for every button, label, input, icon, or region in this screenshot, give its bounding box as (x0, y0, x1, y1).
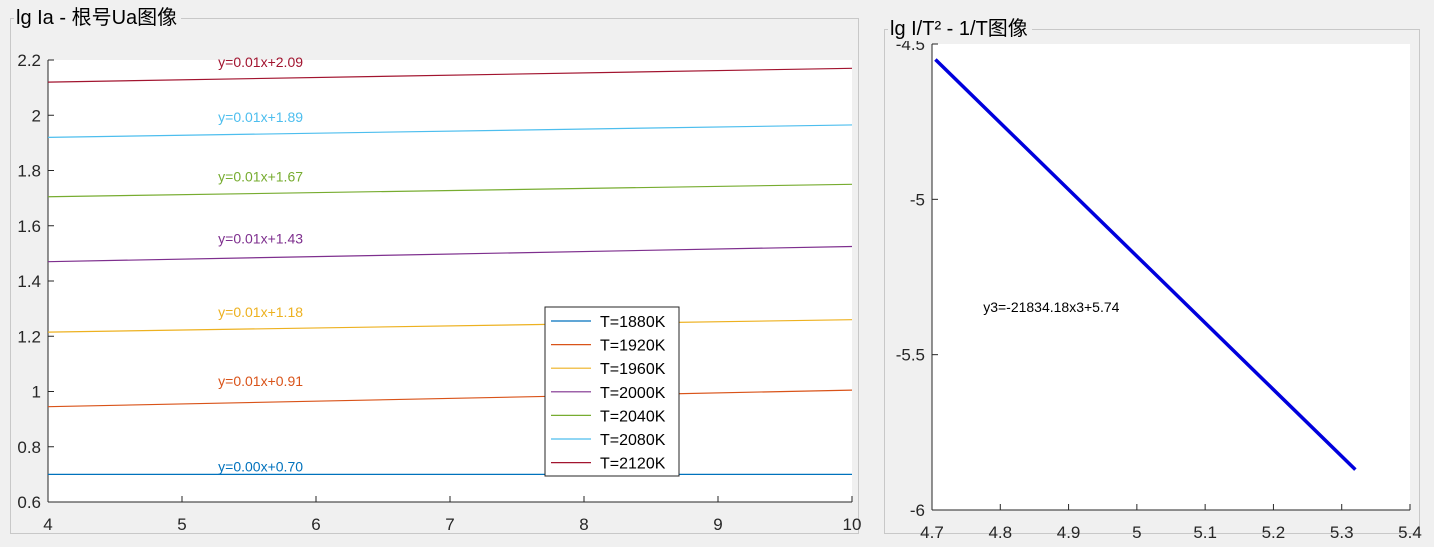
legend-entry: T=1920K (600, 338, 666, 355)
left-panel (10, 18, 859, 534)
x-tick-label: 7 (445, 515, 454, 534)
x-tick-label: 5.1 (1193, 523, 1217, 542)
x-tick-label: 9 (713, 515, 722, 534)
series-line (47, 124, 853, 138)
legend-entry: T=2120K (600, 456, 666, 473)
y-tick-label: 2 (32, 106, 41, 125)
fit-line (934, 58, 1357, 471)
legend-entry: T=1960K (600, 361, 666, 378)
plot-area (932, 44, 1410, 510)
x-tick-label: 6 (311, 515, 320, 534)
y-tick-label: 1.6 (17, 217, 41, 236)
y-tick-label: -5 (910, 190, 925, 209)
x-tick-label: 8 (579, 515, 588, 534)
y-tick-label: 0.8 (17, 438, 41, 457)
x-tick-label: 4 (43, 515, 52, 534)
legend-entry: T=2040K (600, 408, 666, 425)
right-panel (884, 29, 1420, 534)
equation-label: y=0.01x+1.18 (218, 304, 303, 320)
equation-label: y=0.01x+0.91 (218, 373, 303, 389)
y-tick-label: -6 (910, 501, 925, 520)
y-tick-label: -5.5 (896, 346, 925, 365)
series-line (47, 319, 853, 333)
x-tick-label: 4.7 (920, 523, 944, 542)
x-tick-label: 5.2 (1262, 523, 1286, 542)
left-panel-title: lg Ia - 根号Ua图像 (14, 6, 182, 30)
y-tick-label: 2.2 (17, 51, 41, 70)
plot-area (48, 60, 852, 502)
x-tick-label: 5.4 (1398, 523, 1422, 542)
y-tick-label: 1.8 (17, 162, 41, 181)
y-tick-label: 1.4 (17, 272, 41, 291)
equation-label: y=0.01x+1.43 (218, 231, 303, 247)
legend-entry: T=1880K (600, 314, 666, 331)
series-line (47, 389, 853, 408)
y-tick-label: 1 (32, 383, 41, 402)
series-line (47, 183, 853, 198)
equation-label: y3=-21834.18x3+5.74 (983, 299, 1119, 315)
equation-label: y=0.01x+1.67 (218, 168, 303, 184)
equation-label: y=0.00x+0.70 (218, 458, 303, 474)
x-tick-label: 5 (1132, 523, 1141, 542)
series-line (47, 245, 853, 263)
x-tick-label: 5.3 (1330, 523, 1354, 542)
legend-entry: T=2000K (600, 385, 666, 402)
equation-label: y=0.01x+1.89 (218, 109, 303, 125)
legend-entry: T=2080K (600, 432, 666, 449)
series-line (47, 67, 853, 83)
x-tick-label: 4.8 (988, 523, 1012, 542)
x-tick-label: 10 (843, 515, 862, 534)
x-tick-label: 5 (177, 515, 186, 534)
y-tick-label: 1.2 (17, 327, 41, 346)
equation-label: y=0.01x+2.09 (218, 54, 303, 70)
right-panel-title: lg I/T² - 1/T图像 (888, 17, 1032, 41)
y-tick-label: 0.6 (17, 493, 41, 512)
x-tick-label: 4.9 (1057, 523, 1081, 542)
